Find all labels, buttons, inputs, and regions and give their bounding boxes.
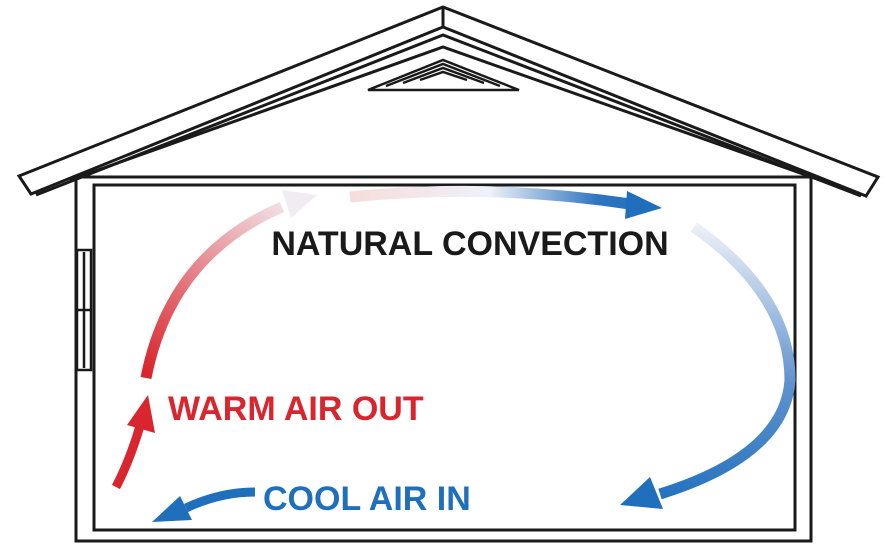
cool-arrow-head xyxy=(152,496,192,522)
vent-louver-2 xyxy=(402,66,485,85)
roof-soffit-line xyxy=(69,45,821,182)
right-arrow-head xyxy=(620,477,663,509)
side-window xyxy=(75,248,93,372)
inner-wall xyxy=(92,183,797,532)
roof-fascia xyxy=(16,5,881,198)
roof xyxy=(16,5,881,198)
convection-arrows xyxy=(112,185,796,522)
diagram-title: NATURAL CONVECTION xyxy=(271,225,668,263)
vent-outer xyxy=(367,58,520,92)
cool-arrow xyxy=(184,487,256,513)
warm-air-label: WARM AIR OUT xyxy=(168,390,424,428)
top-arrow xyxy=(349,185,631,210)
cool-air-label: COOL AIR IN xyxy=(263,480,471,518)
warm-arrow-upper xyxy=(140,201,285,380)
vent-louver-1 xyxy=(385,62,501,88)
warm-arrow-lower xyxy=(112,424,145,490)
roof-inner-edge xyxy=(35,33,862,198)
warm-arrow-upper-head xyxy=(282,190,317,218)
vent-louver-3 xyxy=(419,70,468,82)
warm-arrow-lower-head xyxy=(127,395,155,433)
top-arrow-head xyxy=(625,191,662,219)
right-arrow xyxy=(658,222,796,500)
gable-vent xyxy=(367,58,520,92)
